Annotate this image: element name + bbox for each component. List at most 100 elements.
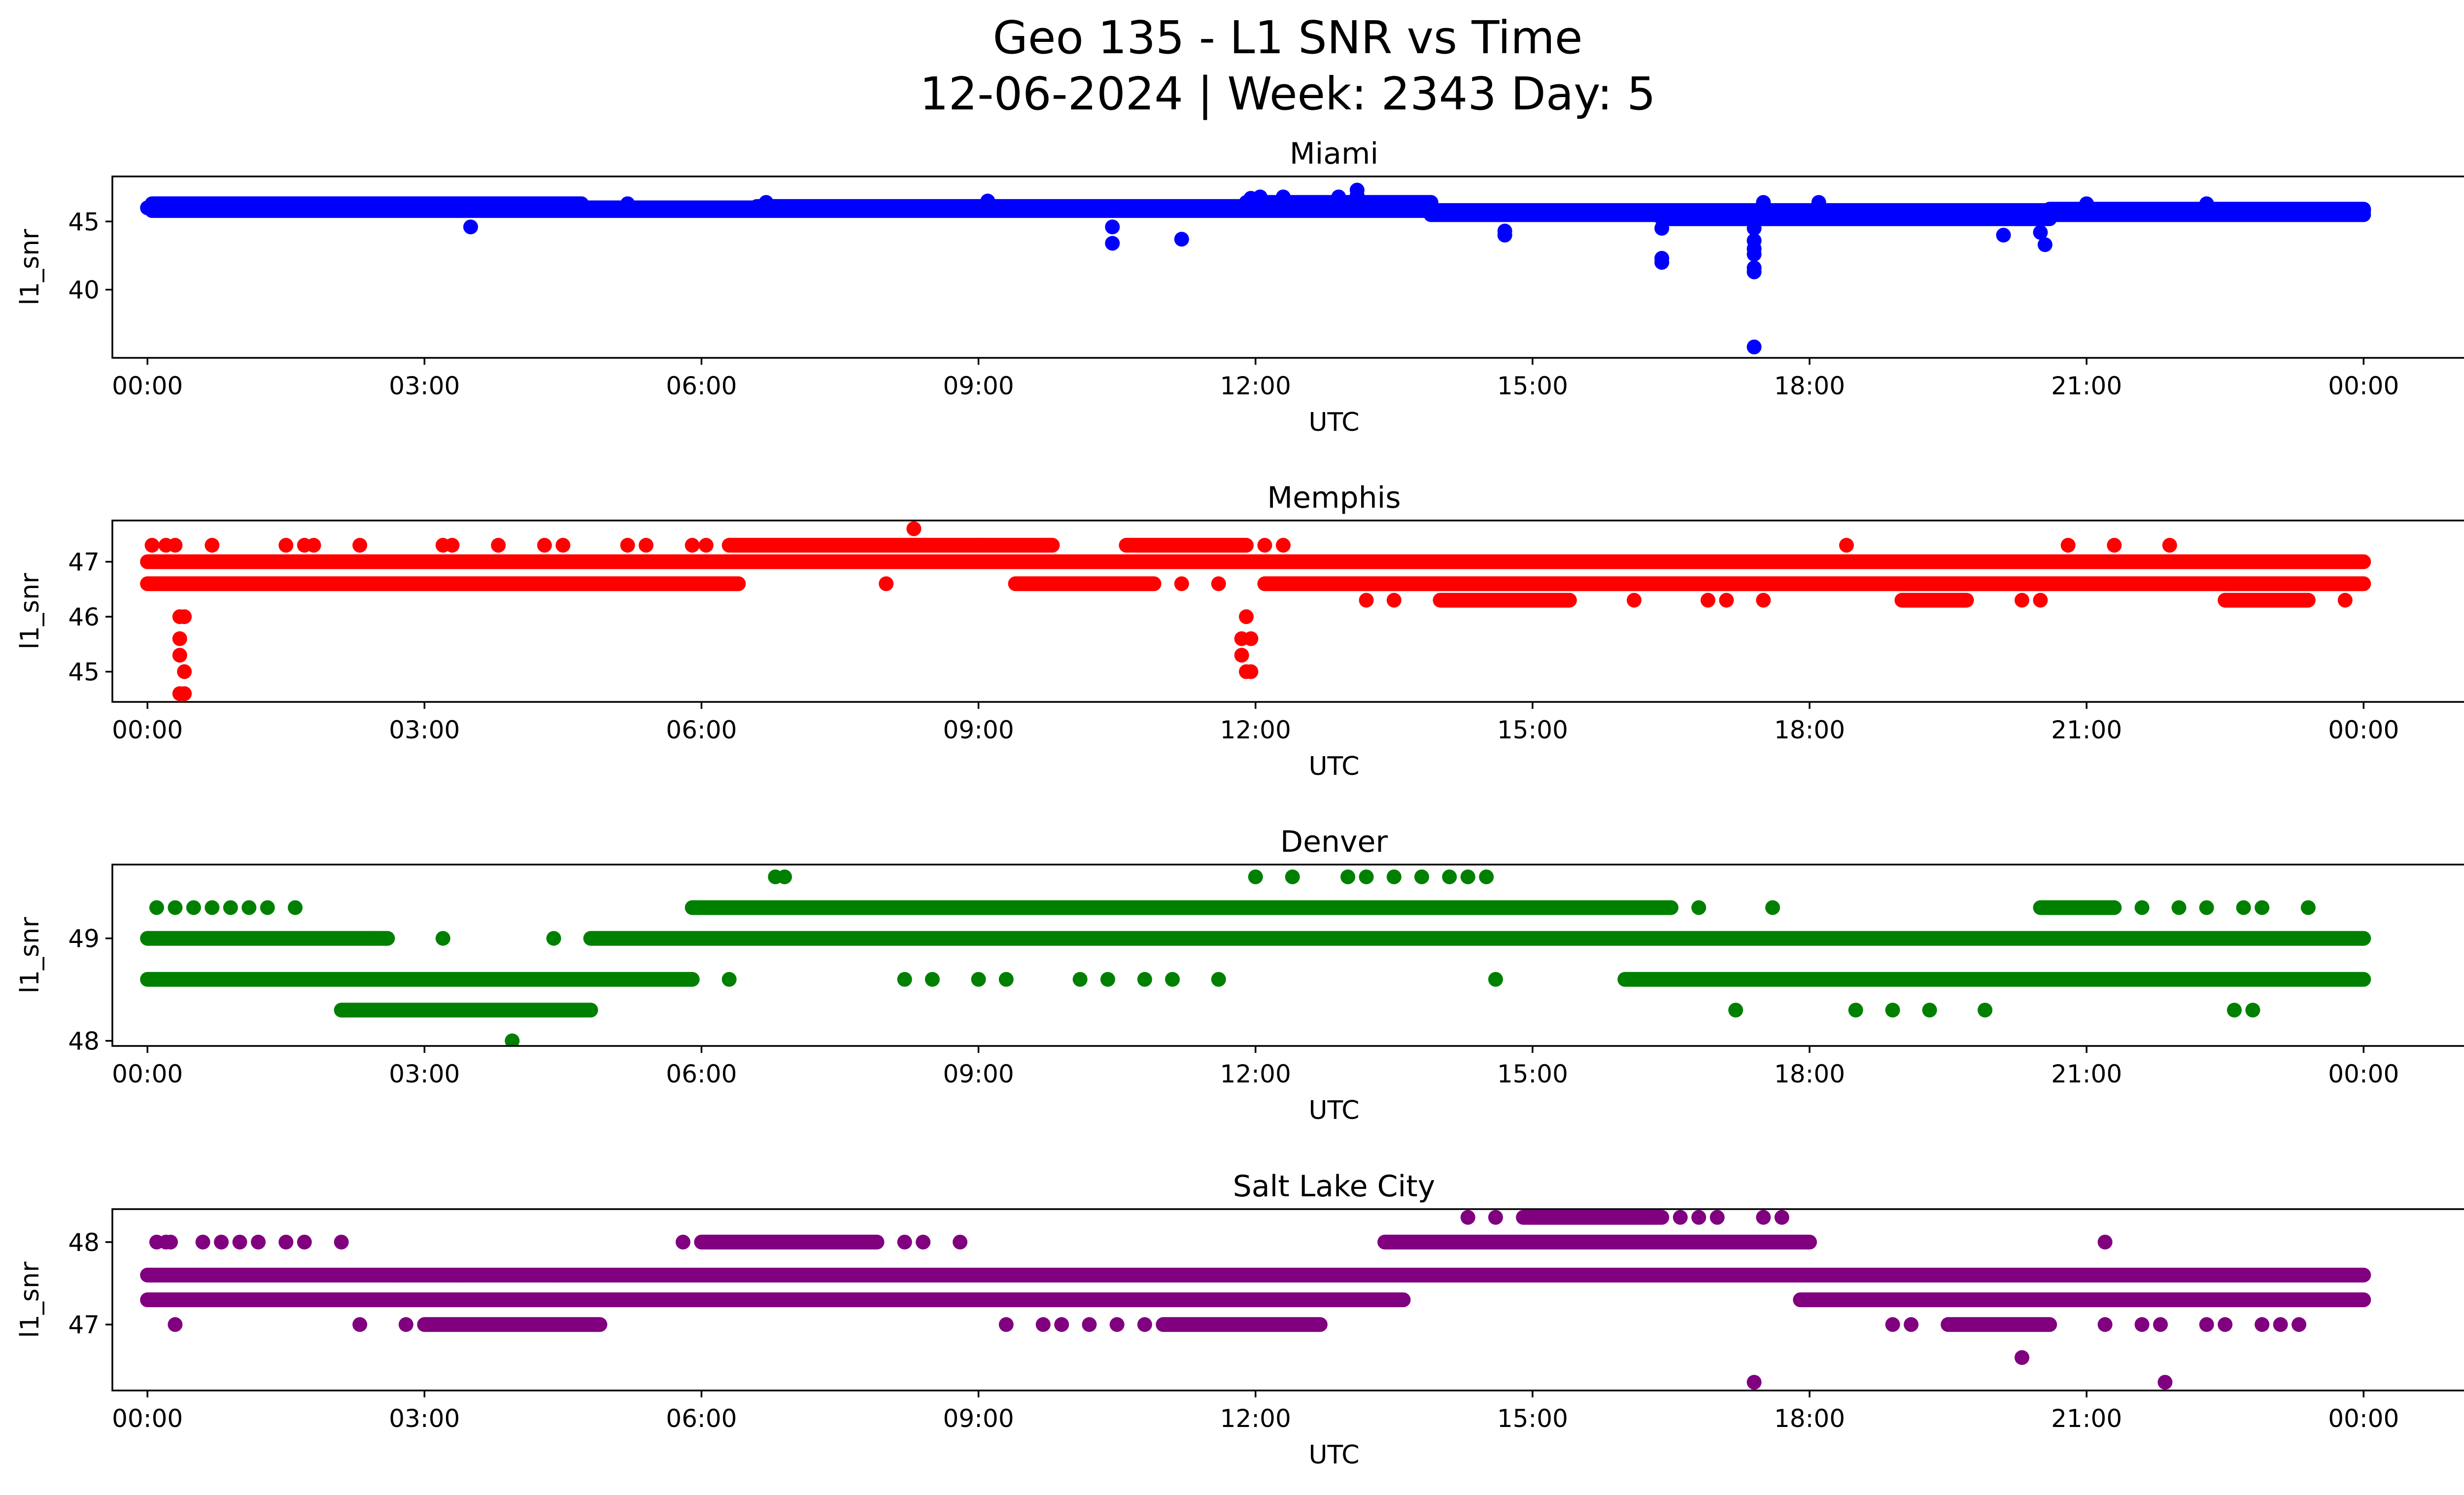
x-tick-label: 00:00 — [2328, 1404, 2399, 1433]
x-tick-label: 12:00 — [1220, 372, 1291, 400]
data-point — [1488, 1210, 1503, 1225]
data-point — [2199, 196, 2214, 211]
x-tick-label: 12:00 — [1220, 716, 1291, 744]
data-point — [2134, 900, 2150, 915]
data-point — [1848, 1003, 1863, 1018]
data-point — [260, 900, 275, 915]
data-point — [537, 538, 552, 553]
data-point — [1234, 648, 1249, 663]
data-point — [998, 972, 1014, 987]
data-point — [352, 538, 368, 553]
data-point — [2273, 1317, 2288, 1332]
data-point — [1728, 1003, 1744, 1018]
x-tick-label: 00:00 — [2328, 372, 2399, 400]
x-tick-label: 09:00 — [943, 372, 1014, 400]
data-point — [463, 219, 479, 235]
y-axis-label: l1_snr — [15, 573, 45, 650]
data-point — [505, 1033, 520, 1046]
data-point — [1442, 869, 1457, 884]
data-point — [2245, 1003, 2260, 1018]
data-point — [2079, 196, 2094, 211]
data-point — [1137, 972, 1152, 987]
data-point — [168, 1317, 183, 1332]
data-point — [684, 538, 700, 553]
data-point — [1414, 869, 1430, 884]
x-axis-label: UTC — [1308, 408, 1359, 437]
data-point — [417, 196, 432, 211]
data-point — [454, 1267, 469, 1283]
x-tick-label: 15:00 — [1497, 372, 1568, 400]
data-point — [1756, 592, 1771, 608]
data-point — [1811, 195, 1826, 210]
data-point — [352, 1317, 368, 1332]
x-tick-label: 00:00 — [112, 372, 183, 400]
data-point — [1248, 869, 1263, 884]
y-tick-label: 48 — [68, 1228, 100, 1257]
axes-frame — [111, 175, 2464, 359]
x-tick-label: 21:00 — [2051, 1060, 2122, 1088]
data-point — [1996, 227, 2011, 243]
data-point — [177, 686, 192, 701]
data-point — [1165, 972, 1180, 987]
data-point — [172, 648, 187, 663]
x-tick-label: 00:00 — [2328, 716, 2399, 744]
data-point — [1253, 189, 1268, 205]
chart-panel: Memphis 00:00 03:00 06:00 09:00 12:00 15:00 18:… — [15, 481, 2464, 781]
x-tick-label: 03:00 — [389, 1404, 460, 1433]
data-point — [181, 196, 197, 211]
data-point — [546, 1267, 561, 1283]
data-point — [389, 1267, 405, 1283]
data-point — [620, 196, 635, 211]
data-point — [205, 900, 220, 915]
data-point — [186, 900, 201, 915]
y-tick-label: 48 — [68, 1027, 100, 1056]
x-axis-label: UTC — [1308, 752, 1359, 781]
data-point — [1654, 255, 1670, 270]
chart-panel: Miami 00:00 03:00 06:00 09:00 12:00 15:00 18:00… — [15, 137, 2464, 437]
data-point — [1035, 1317, 1051, 1332]
data-point — [1700, 592, 1715, 608]
data-point — [2226, 1003, 2242, 1018]
data-point — [2255, 900, 2270, 915]
x-tick-label: 12:00 — [1220, 1060, 1291, 1088]
x-tick-label: 03:00 — [389, 1060, 460, 1088]
data-point — [980, 193, 995, 209]
data-point — [288, 900, 303, 915]
x-tick-label: 00:00 — [112, 1404, 183, 1433]
data-point — [1746, 221, 1762, 236]
data-point — [1105, 219, 1120, 235]
data-point — [1654, 221, 1670, 236]
data-point — [1488, 972, 1503, 987]
data-point — [1710, 1210, 1725, 1225]
data-point — [232, 1234, 247, 1250]
x-tick-label: 03:00 — [389, 716, 460, 744]
data-point — [2300, 900, 2316, 915]
data-point — [223, 900, 238, 915]
data-point — [195, 1234, 210, 1250]
data-point — [1349, 188, 1365, 203]
data-point — [2199, 900, 2214, 915]
data-point — [163, 1234, 178, 1250]
x-tick-label: 09:00 — [943, 1060, 1014, 1088]
data-point — [546, 931, 561, 946]
data-point — [1746, 1375, 1762, 1390]
data-point — [906, 521, 922, 536]
data-point — [1211, 972, 1226, 987]
panel-title: Salt Lake City — [1233, 1169, 1436, 1204]
data-point — [1691, 900, 1707, 915]
data-point — [168, 196, 183, 211]
x-tick-label: 09:00 — [943, 1404, 1014, 1433]
x-tick-label: 18:00 — [1774, 1404, 1845, 1433]
data-point — [144, 203, 160, 218]
data-point — [2014, 592, 2029, 608]
data-point — [2037, 237, 2053, 252]
data-point — [758, 195, 774, 210]
data-point — [2199, 1317, 2214, 1332]
x-tick-label: 15:00 — [1497, 1060, 1568, 1088]
data-point — [149, 900, 164, 915]
data-point — [1331, 189, 1346, 205]
data-point — [998, 1317, 1014, 1332]
data-point — [1756, 195, 1771, 210]
data-point — [1922, 1003, 1937, 1018]
data-point — [1275, 189, 1291, 205]
